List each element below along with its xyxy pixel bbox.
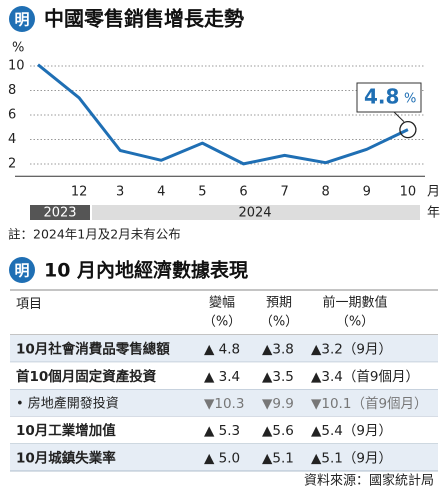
logo: 明 <box>14 11 29 29</box>
x-tick-label: 6 <box>239 185 247 200</box>
year-band <box>92 205 420 220</box>
column-header: 變幅 <box>209 295 235 311</box>
note: 註：2024年1月及2月未有公布 <box>8 227 181 242</box>
cell-value: ▲3.4（首9個月） <box>311 369 419 385</box>
table-row <box>10 335 438 363</box>
cell-value: ▲5.4（9月） <box>311 423 392 439</box>
y-tick-label: 10 <box>8 58 25 73</box>
cell-value: ▲ 4.8 <box>204 342 240 358</box>
source: 資料來源：國家統計局 <box>304 473 434 489</box>
cell-value: ▲5.1（9月） <box>311 450 392 466</box>
cell-value: ▼10.3 <box>204 396 244 412</box>
highlight-ring <box>399 120 417 139</box>
column-header: 預期 <box>266 296 292 311</box>
column-unit: （%） <box>260 315 298 330</box>
cell-value: ▲5.6 <box>262 423 294 439</box>
y-tick-label: 8 <box>8 83 16 98</box>
cell-value: ▲3.5 <box>262 369 294 385</box>
y-axis-label: % <box>12 41 24 56</box>
cell-value: ▲ 3.4 <box>204 369 240 385</box>
x-tick-label: 7 <box>280 185 288 200</box>
row-label: 10月城鎮失業率 <box>16 449 116 466</box>
table-row <box>10 443 438 471</box>
row-label: 10月社會消費品零售總額 <box>16 341 170 358</box>
year-label: 2023 <box>43 206 76 221</box>
x-tick-label: 10 <box>400 185 417 200</box>
cell-value: ▲ 5.0 <box>204 450 240 466</box>
year-unit: 年 <box>427 206 440 221</box>
y-tick-label: 6 <box>8 107 16 122</box>
x-tick-label: 8 <box>322 185 330 200</box>
logo-badge <box>9 6 35 32</box>
y-tick-label: 2 <box>8 156 16 171</box>
x-tick-label: 5 <box>198 185 206 200</box>
y-tick-label: 4 <box>8 132 16 147</box>
row-label: • 房地產開發投資 <box>16 396 119 412</box>
cell-value: ▲ 5.3 <box>204 423 240 439</box>
column-header: 項目 <box>16 297 42 312</box>
x-tick-label: 9 <box>363 185 371 200</box>
column-header: 前一期數值 <box>322 295 387 311</box>
table-row <box>10 362 438 390</box>
row-label: 10月工業增加值 <box>16 422 116 439</box>
column-unit: （%） <box>203 315 241 330</box>
chart-title: 中國零售銷售增長走勢 <box>44 7 244 31</box>
table-row <box>10 389 438 417</box>
cell-value: ▼10.1（首9個月） <box>311 396 428 412</box>
row-label: 首10個月固定資產投資 <box>16 368 157 385</box>
data-line <box>37 63 409 166</box>
year-band <box>30 205 90 220</box>
x-tick-label: 12 <box>71 185 88 200</box>
column-unit: （%） <box>336 315 374 330</box>
annotation-unit: % <box>404 92 416 107</box>
year-label: 2024 <box>238 206 271 221</box>
cell-value: ▲3.2（9月） <box>311 342 392 358</box>
annotation-pointer <box>393 111 405 123</box>
x-tick-label: 3 <box>116 185 124 200</box>
logo: 明 <box>14 262 29 280</box>
x-unit: 月 <box>427 185 440 200</box>
x-tick-label: 4 <box>157 185 165 200</box>
cell-value: ▲5.1 <box>262 450 294 466</box>
cell-value: ▼9.9 <box>262 396 294 412</box>
annotation-box <box>356 82 422 113</box>
annotation-value: 4.8 <box>364 85 399 109</box>
cell-value: ▲3.8 <box>262 342 294 358</box>
table-row <box>10 416 438 444</box>
logo-badge <box>9 257 35 283</box>
table-title: 10 月內地經濟數據表現 <box>44 259 248 282</box>
